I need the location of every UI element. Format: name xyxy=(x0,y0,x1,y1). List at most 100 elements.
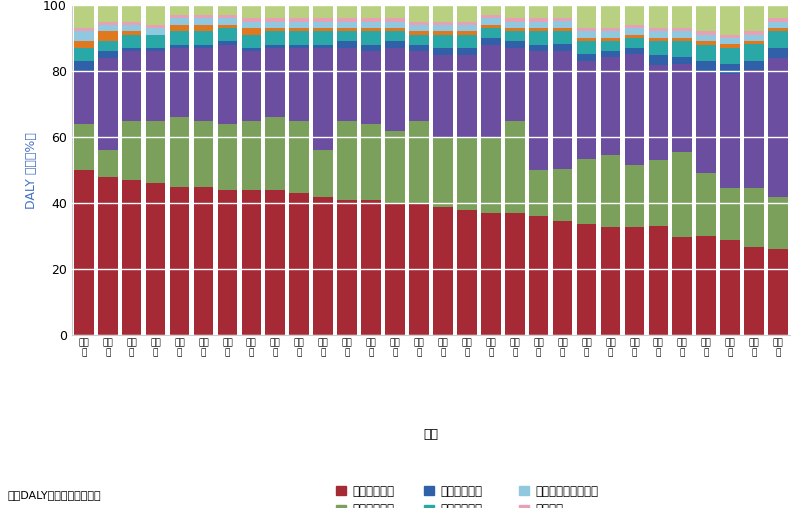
Bar xyxy=(649,31,668,38)
Bar xyxy=(122,21,141,25)
Bar xyxy=(338,120,357,200)
Bar xyxy=(361,51,381,124)
Bar xyxy=(433,21,452,25)
Bar xyxy=(146,28,165,35)
Bar xyxy=(98,58,117,150)
Bar xyxy=(553,169,572,221)
Bar xyxy=(290,21,309,28)
Bar xyxy=(194,45,213,48)
Bar xyxy=(697,61,716,71)
Bar xyxy=(673,237,692,335)
Bar xyxy=(721,38,740,44)
Bar xyxy=(529,51,548,170)
Bar xyxy=(625,165,644,228)
Bar xyxy=(481,38,500,45)
Bar xyxy=(553,31,572,44)
Bar xyxy=(433,31,452,35)
Bar xyxy=(361,5,381,18)
Bar xyxy=(673,31,692,38)
Bar xyxy=(338,42,357,48)
Bar xyxy=(457,54,476,137)
Bar xyxy=(290,5,309,18)
Bar xyxy=(194,18,213,25)
Bar xyxy=(768,31,788,48)
Bar xyxy=(290,120,309,193)
Bar xyxy=(601,155,620,228)
Bar xyxy=(553,221,572,335)
Bar xyxy=(577,224,596,335)
Bar xyxy=(577,5,596,28)
Bar xyxy=(194,48,213,120)
Bar xyxy=(338,31,357,42)
Bar xyxy=(721,5,740,35)
Bar xyxy=(625,48,644,54)
Bar xyxy=(745,44,764,60)
Bar xyxy=(98,5,117,21)
Bar xyxy=(385,28,405,31)
Bar xyxy=(433,5,452,21)
Bar xyxy=(242,35,261,48)
Bar xyxy=(481,18,500,25)
Bar xyxy=(218,18,237,25)
Bar xyxy=(601,41,620,51)
Bar xyxy=(361,45,381,51)
Bar xyxy=(361,200,381,335)
Bar xyxy=(170,48,189,117)
Text: 注：DALY：伤残调整寿命年: 注：DALY：伤残调整寿命年 xyxy=(8,490,101,500)
Bar xyxy=(74,42,93,48)
Bar xyxy=(745,5,764,31)
Bar xyxy=(361,31,381,45)
Bar xyxy=(601,228,620,335)
Bar xyxy=(697,5,716,31)
Bar xyxy=(601,31,620,38)
Bar xyxy=(146,183,165,335)
Bar xyxy=(290,48,309,120)
Bar xyxy=(529,5,548,18)
Bar xyxy=(98,31,117,42)
Bar xyxy=(290,45,309,48)
Bar xyxy=(768,28,788,31)
Bar xyxy=(122,25,141,31)
Bar xyxy=(481,25,500,28)
Bar xyxy=(314,21,333,28)
Bar xyxy=(122,48,141,51)
Bar xyxy=(74,61,93,71)
Bar xyxy=(242,21,261,28)
Bar xyxy=(529,45,548,51)
Bar xyxy=(745,41,764,44)
Bar xyxy=(649,226,668,335)
Bar xyxy=(625,228,644,335)
Bar xyxy=(673,64,692,152)
Bar xyxy=(74,124,93,170)
Bar xyxy=(170,186,189,335)
Bar xyxy=(697,71,716,173)
Bar xyxy=(505,21,524,28)
Bar xyxy=(290,193,309,335)
Bar xyxy=(433,25,452,31)
Bar xyxy=(577,41,596,54)
Bar xyxy=(745,60,764,71)
Bar xyxy=(194,120,213,186)
Bar xyxy=(481,213,500,335)
Bar xyxy=(314,45,333,48)
Text: 区域: 区域 xyxy=(424,428,438,441)
Bar xyxy=(457,31,476,35)
Bar xyxy=(218,28,237,42)
Bar xyxy=(457,48,476,54)
Bar xyxy=(170,31,189,45)
Bar xyxy=(385,42,405,48)
Bar xyxy=(649,28,668,31)
Bar xyxy=(98,42,117,51)
Bar xyxy=(170,5,189,15)
Bar xyxy=(98,25,117,31)
Bar xyxy=(481,5,500,15)
Bar xyxy=(745,35,764,41)
Bar xyxy=(242,190,261,335)
Bar xyxy=(242,48,261,51)
Bar xyxy=(314,31,333,45)
Bar xyxy=(529,21,548,28)
Bar xyxy=(553,44,572,51)
Bar xyxy=(505,5,524,18)
Bar xyxy=(553,5,572,18)
Bar xyxy=(553,28,572,31)
